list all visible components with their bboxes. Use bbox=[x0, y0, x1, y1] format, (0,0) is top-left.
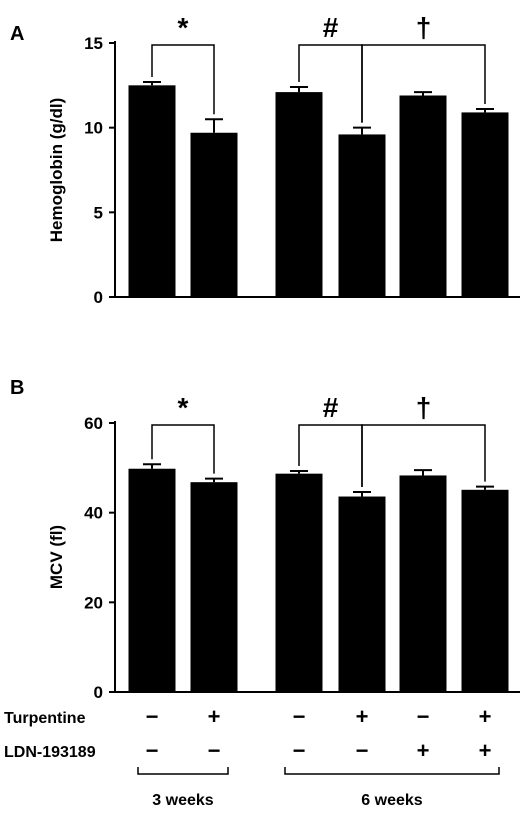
y-tick-label: 5 bbox=[94, 203, 103, 222]
treatment-sign: + bbox=[208, 704, 221, 729]
chart-panel-A: A Hemoglobin (g/dl) 0 5 10 15 * # † bbox=[10, 12, 520, 307]
bar bbox=[338, 134, 386, 297]
bar bbox=[128, 468, 176, 692]
treatment-sign: − bbox=[356, 738, 369, 763]
bar bbox=[190, 482, 238, 692]
y-tick-label: 60 bbox=[84, 414, 103, 433]
significance-symbol: # bbox=[323, 12, 339, 43]
group-label: 3 weeks bbox=[152, 792, 213, 809]
significance-symbol: † bbox=[416, 12, 432, 43]
group-bracket bbox=[137, 767, 229, 775]
treatment-sign: + bbox=[479, 704, 492, 729]
bar bbox=[399, 95, 447, 297]
group-bracket bbox=[284, 767, 500, 775]
y-tick-label: 10 bbox=[84, 119, 103, 138]
treatment-row-label: LDN-193189 bbox=[4, 744, 96, 761]
treatment-sign: − bbox=[146, 704, 159, 729]
bar bbox=[461, 112, 509, 297]
chart-panel-B: B MCV (fl) 0 20 40 60 * # † bbox=[10, 377, 520, 702]
treatment-sign: + bbox=[417, 738, 430, 763]
significance-symbol: * bbox=[178, 392, 189, 423]
y-tick-label: 0 bbox=[94, 683, 103, 702]
treatment-sign: − bbox=[146, 738, 159, 763]
y-tick-label: 40 bbox=[84, 504, 103, 523]
y-tick-label: 0 bbox=[94, 288, 103, 307]
significance-bracket bbox=[151, 424, 215, 474]
significance-symbol: # bbox=[323, 392, 339, 423]
treatment-sign: + bbox=[356, 704, 369, 729]
treatment-table: Turpentine − + − + − + LDN-193189 − − − − + +3 weeks 6… bbox=[4, 704, 500, 809]
y-tick-label: 15 bbox=[84, 34, 103, 53]
bar bbox=[128, 85, 176, 297]
bar bbox=[190, 132, 238, 297]
significance-bracket bbox=[151, 44, 215, 115]
treatment-sign: − bbox=[293, 738, 306, 763]
treatment-sign: + bbox=[479, 738, 492, 763]
significance-bracket bbox=[361, 44, 486, 123]
significance-bracket bbox=[361, 424, 486, 488]
treatment-sign: − bbox=[293, 704, 306, 729]
treatment-row-label: Turpentine bbox=[4, 710, 86, 727]
bar bbox=[338, 496, 386, 692]
significance-symbol: * bbox=[178, 12, 189, 43]
y-axis-label: Hemoglobin (g/dl) bbox=[47, 98, 66, 242]
panel-label: A bbox=[10, 23, 24, 45]
treatment-sign: − bbox=[208, 738, 221, 763]
bar bbox=[399, 475, 447, 692]
treatment-sign: − bbox=[417, 704, 430, 729]
bar bbox=[275, 473, 323, 692]
y-axis-label: MCV (fl) bbox=[47, 525, 66, 589]
y-tick-label: 20 bbox=[84, 593, 103, 612]
bar bbox=[461, 489, 509, 692]
significance-symbol: † bbox=[416, 392, 432, 423]
group-label: 6 weeks bbox=[361, 792, 422, 809]
bar bbox=[275, 92, 323, 298]
panel-label: B bbox=[10, 377, 24, 399]
